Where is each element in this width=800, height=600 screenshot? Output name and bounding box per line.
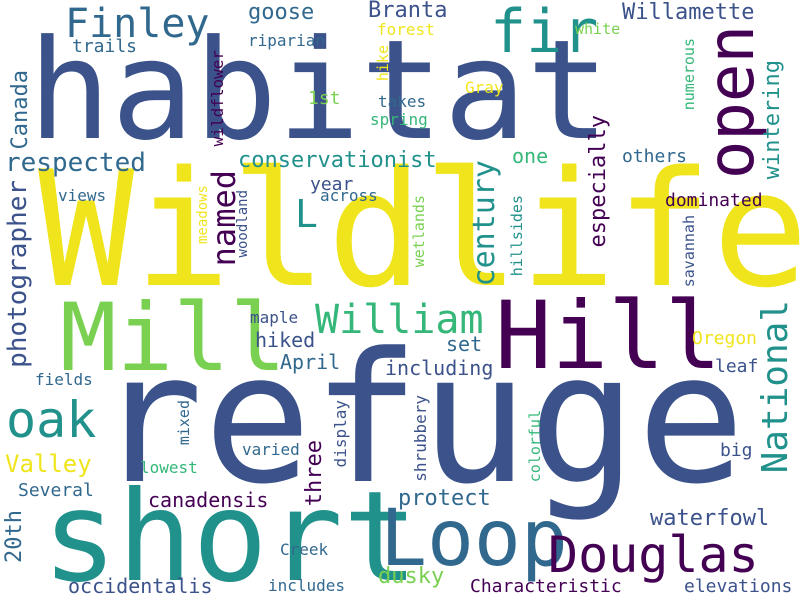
word-conservationist: conservationist (238, 148, 437, 173)
word-hill: Hill (495, 282, 722, 391)
word-century: century (467, 160, 502, 287)
word-spring: spring (370, 110, 428, 129)
word-dominated: dominated (665, 190, 763, 211)
word-colorful: colorful (526, 410, 544, 483)
word-habitat: habitat (28, 10, 610, 171)
word-short: short (42, 465, 419, 600)
word-white: white (575, 20, 621, 38)
word-forest: forest (377, 20, 435, 39)
word-maple: maple (250, 308, 299, 327)
word-elevations: elevations (684, 576, 793, 597)
word-wildlife: Wildlife (38, 136, 800, 323)
word-protect: protect (398, 486, 491, 511)
word-refuge: refuge (95, 315, 746, 524)
word-hillsides: hillsides (508, 195, 526, 277)
word-loop: Loop (380, 494, 568, 584)
word-canadensis: canadensis (148, 488, 269, 512)
word-oregon: Oregon (692, 328, 758, 349)
word-year: year (310, 174, 354, 195)
word-three: three (302, 440, 327, 507)
word-l: L (295, 192, 318, 236)
word-meadows: meadows (195, 185, 211, 245)
word-valley: Valley (5, 450, 92, 478)
word-one: one (512, 144, 549, 168)
word-wildflower: wildflower (208, 50, 227, 147)
word-hiked: hiked (255, 328, 316, 352)
word-several: Several (18, 480, 94, 501)
word-set: set (446, 332, 483, 356)
word-characteristic: Characteristic (470, 576, 622, 597)
word-views: views (58, 186, 107, 205)
word-oak: oak (6, 391, 97, 449)
word-hike: hike (374, 45, 392, 82)
word-occidentalis: occidentalis (68, 574, 213, 598)
word-mill: Mill (60, 284, 287, 393)
word-waterfowl: waterfowl (650, 506, 770, 531)
word-gray: Gray (465, 78, 504, 97)
word-wetlands: wetlands (410, 195, 428, 268)
word-photographer: photographer (3, 180, 33, 368)
word-big: big (720, 440, 753, 461)
word-twentieth: 20th (2, 510, 27, 563)
word-woodland: woodland (235, 190, 251, 258)
word-goose: goose (248, 0, 315, 25)
word-across: across (320, 186, 378, 205)
word-canada: Canada (8, 70, 33, 150)
word-trails: trails (72, 36, 138, 57)
word-willamette: Willamette (622, 0, 755, 25)
word-dusky: dusky (378, 564, 445, 589)
word-especially: especially (586, 115, 611, 248)
word-savannah: savannah (680, 215, 698, 288)
word-display: display (331, 400, 350, 468)
word-takes: takes (378, 92, 427, 111)
word-including: including (385, 356, 494, 380)
word-respected: respected (5, 148, 146, 178)
word-william: William (315, 297, 484, 343)
word-lowest: lowest (140, 458, 198, 477)
word-shrubbery: shrubbery (411, 395, 430, 482)
word-april: April (280, 350, 341, 374)
word-riparian: riparian (248, 31, 326, 50)
word-leaf: leaf (715, 356, 759, 377)
word-creek: Creek (280, 540, 329, 559)
word-douglas: Douglas (548, 526, 759, 584)
word-mixed: mixed (175, 400, 193, 446)
word-open: open (695, 25, 769, 180)
word-varied: varied (242, 440, 300, 459)
word-numerous: numerous (680, 38, 698, 111)
word-others: others (622, 146, 688, 167)
word-includes: includes (268, 576, 346, 595)
word-branta: Branta (368, 0, 448, 23)
word-wintering: wintering (760, 60, 785, 180)
word-first: 1st (308, 88, 341, 109)
word-fields: fields (35, 370, 93, 389)
word-national: National (755, 300, 796, 474)
word-finley: Finley (65, 1, 210, 47)
word-fir: fir (490, 0, 599, 67)
